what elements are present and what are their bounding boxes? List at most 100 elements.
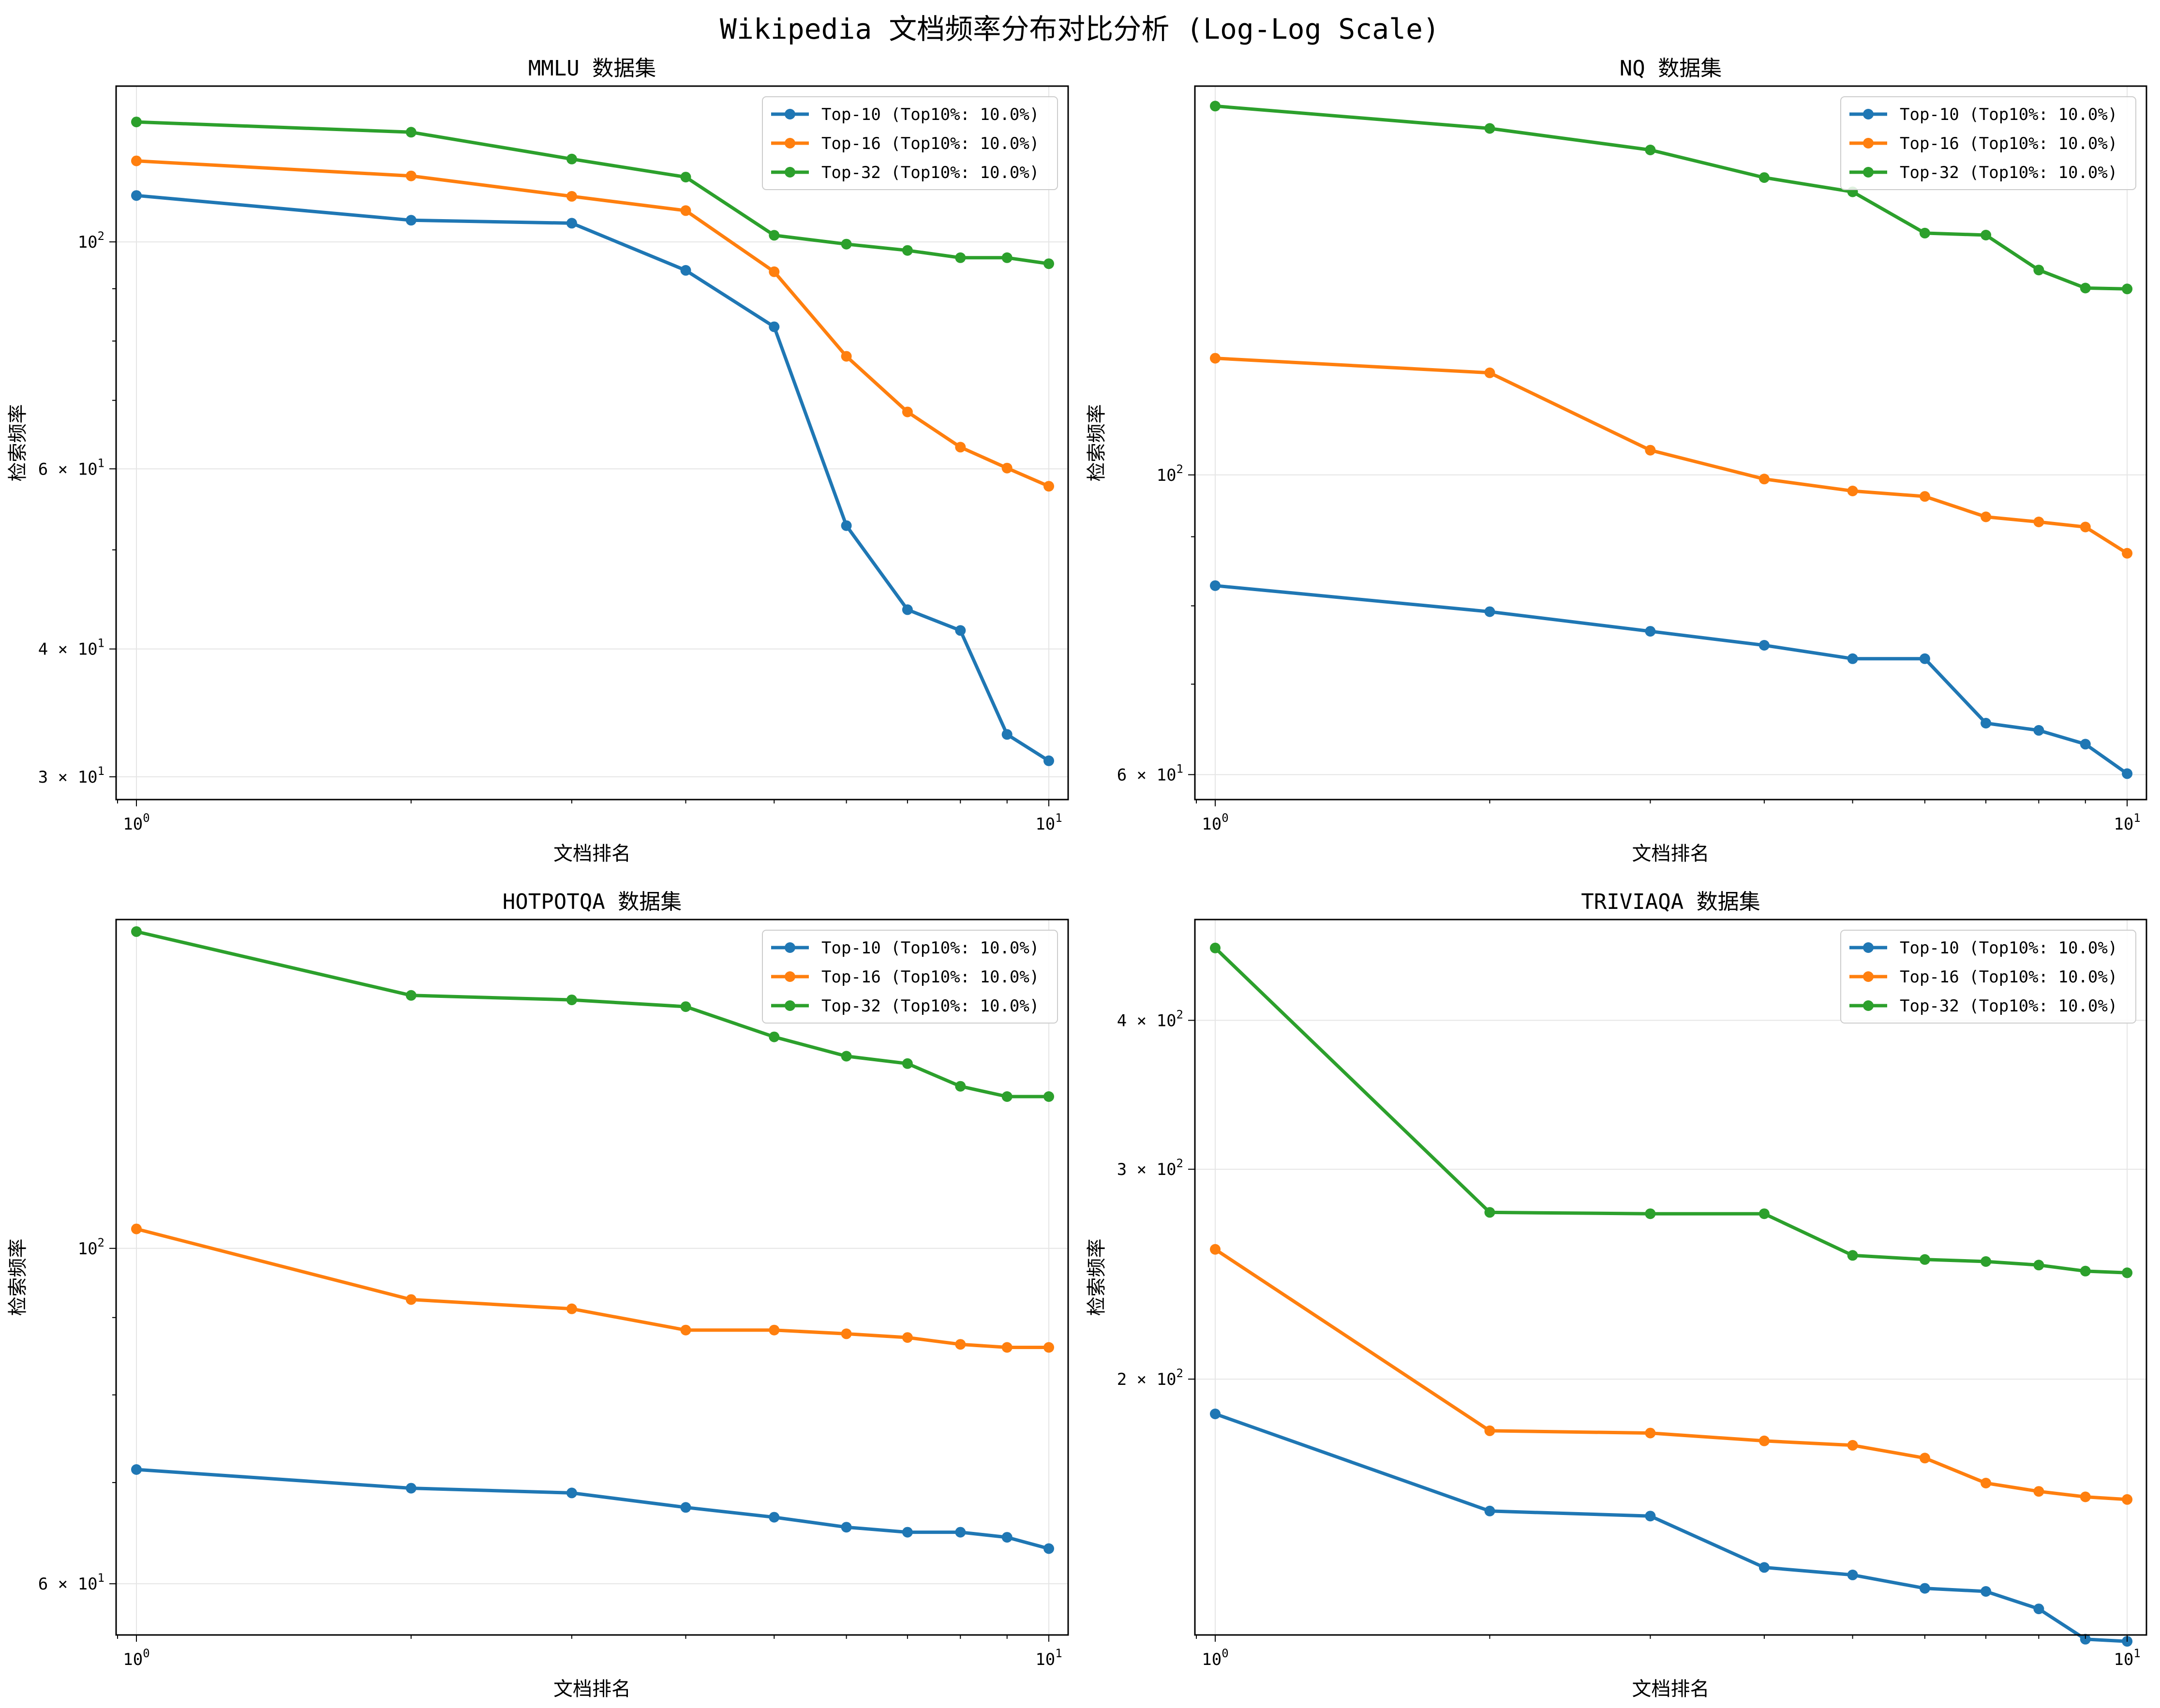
- legend-label: Top-16 (Top10%: 10.0%): [1900, 967, 2117, 987]
- y-axis-label: 检索频率: [1086, 1239, 1108, 1316]
- data-point: [1002, 252, 1013, 263]
- y-tick-label: 6 × 101: [1117, 762, 1183, 785]
- legend-label: Top-16 (Top10%: 10.0%): [821, 967, 1039, 987]
- data-point: [1920, 228, 1930, 238]
- legend-marker: [1863, 138, 1874, 149]
- x-axis-label: 文档排名: [553, 843, 631, 865]
- data-point: [1485, 1207, 1495, 1218]
- legend-marker: [785, 971, 795, 982]
- data-point: [1847, 1570, 1858, 1580]
- data-point: [1847, 653, 1858, 664]
- data-point: [769, 1325, 779, 1336]
- data-point: [131, 117, 142, 127]
- legend-label: Top-32 (Top10%: 10.0%): [1900, 996, 2117, 1016]
- data-point: [841, 351, 852, 362]
- legend-marker: [1863, 942, 1874, 953]
- data-point: [1981, 1478, 1991, 1488]
- data-point: [841, 1328, 852, 1339]
- y-tick-label: 102: [78, 1236, 104, 1259]
- series-line-top-16: [1215, 358, 2127, 553]
- data-point: [841, 1051, 852, 1062]
- axes-frame: [116, 920, 1068, 1635]
- axes-frame: [116, 86, 1068, 800]
- data-point: [955, 1527, 966, 1538]
- data-point: [406, 171, 417, 181]
- data-point: [1920, 491, 1930, 502]
- data-point: [1002, 729, 1013, 740]
- y-tick-label: 3 × 102: [1117, 1157, 1183, 1179]
- data-point: [2122, 283, 2132, 294]
- data-point: [1002, 463, 1013, 474]
- data-point: [902, 407, 913, 417]
- x-axis-label: 文档排名: [553, 1678, 631, 1700]
- legend-label: Top-32 (Top10%: 10.0%): [1900, 163, 2117, 182]
- data-point: [1981, 718, 1991, 728]
- data-point: [769, 322, 779, 332]
- data-point: [566, 218, 577, 228]
- y-tick-label: 4 × 101: [38, 637, 104, 659]
- data-point: [1759, 1436, 1770, 1446]
- data-point: [2033, 1604, 2044, 1614]
- data-point: [1759, 172, 1770, 183]
- data-point: [902, 1332, 913, 1343]
- data-point: [2033, 265, 2044, 275]
- data-point: [681, 205, 691, 216]
- series-line-top-10: [136, 1470, 1049, 1549]
- data-point: [566, 154, 577, 164]
- chart-panel-hotpotqa: HOTPOTQA 数据集100 1016 × 101102文档排名检索频率Top-…: [7, 890, 1068, 1700]
- data-point: [1920, 1583, 1930, 1594]
- data-point: [902, 1527, 913, 1538]
- y-axis-label: 检索频率: [7, 404, 29, 482]
- series-line-top-16: [136, 1229, 1049, 1348]
- data-point: [1002, 1532, 1013, 1543]
- series-line-top-10: [136, 195, 1049, 761]
- legend-label: Top-10 (Top10%: 10.0%): [1900, 938, 2117, 958]
- data-point: [769, 230, 779, 240]
- legend-label: Top-10 (Top10%: 10.0%): [821, 105, 1039, 124]
- x-tick-label: 101: [1035, 1647, 1062, 1669]
- data-point: [1847, 486, 1858, 496]
- x-axis-label: 文档排名: [1632, 1678, 1710, 1700]
- legend-marker: [785, 109, 795, 119]
- data-point: [1210, 1244, 1221, 1255]
- data-point: [406, 215, 417, 225]
- data-point: [1002, 1091, 1013, 1102]
- x-tick-label: 101: [1035, 811, 1062, 834]
- data-point: [841, 1522, 852, 1532]
- y-tick-label: 102: [78, 229, 104, 252]
- data-point: [1043, 1091, 1054, 1102]
- data-point: [566, 1304, 577, 1314]
- data-point: [902, 604, 913, 615]
- data-point: [955, 1339, 966, 1350]
- data-point: [1485, 607, 1495, 617]
- axes-frame: [1195, 86, 2146, 800]
- x-axis-label: 文档排名: [1632, 843, 1710, 865]
- chart-panel-mmlu: MMLU 数据集100 1013 × 1014 × 1016 × 101102文档…: [7, 56, 1068, 865]
- legend-marker: [785, 167, 795, 178]
- data-point: [406, 1483, 417, 1494]
- data-point: [1645, 445, 1655, 456]
- data-point: [2080, 1492, 2091, 1502]
- data-point: [1981, 512, 1991, 522]
- data-point: [1485, 1506, 1495, 1516]
- data-point: [2080, 522, 2091, 533]
- data-point: [1981, 1586, 1991, 1597]
- x-tick-label: 100: [1202, 1647, 1228, 1669]
- data-point: [1645, 1208, 1655, 1219]
- data-point: [131, 156, 142, 166]
- data-point: [2122, 548, 2132, 559]
- data-point: [681, 172, 691, 182]
- data-point: [406, 1294, 417, 1305]
- x-tick-label: 100: [123, 811, 149, 834]
- x-tick-label: 100: [123, 1647, 149, 1669]
- data-point: [902, 1058, 913, 1069]
- legend-marker: [785, 1000, 795, 1011]
- data-point: [2033, 1260, 2044, 1270]
- panel-title: HOTPOTQA 数据集: [503, 890, 682, 914]
- data-point: [681, 1001, 691, 1012]
- data-point: [1759, 1562, 1770, 1573]
- data-point: [955, 252, 966, 263]
- x-tick-label: 101: [2114, 811, 2140, 834]
- data-point: [2080, 739, 2091, 749]
